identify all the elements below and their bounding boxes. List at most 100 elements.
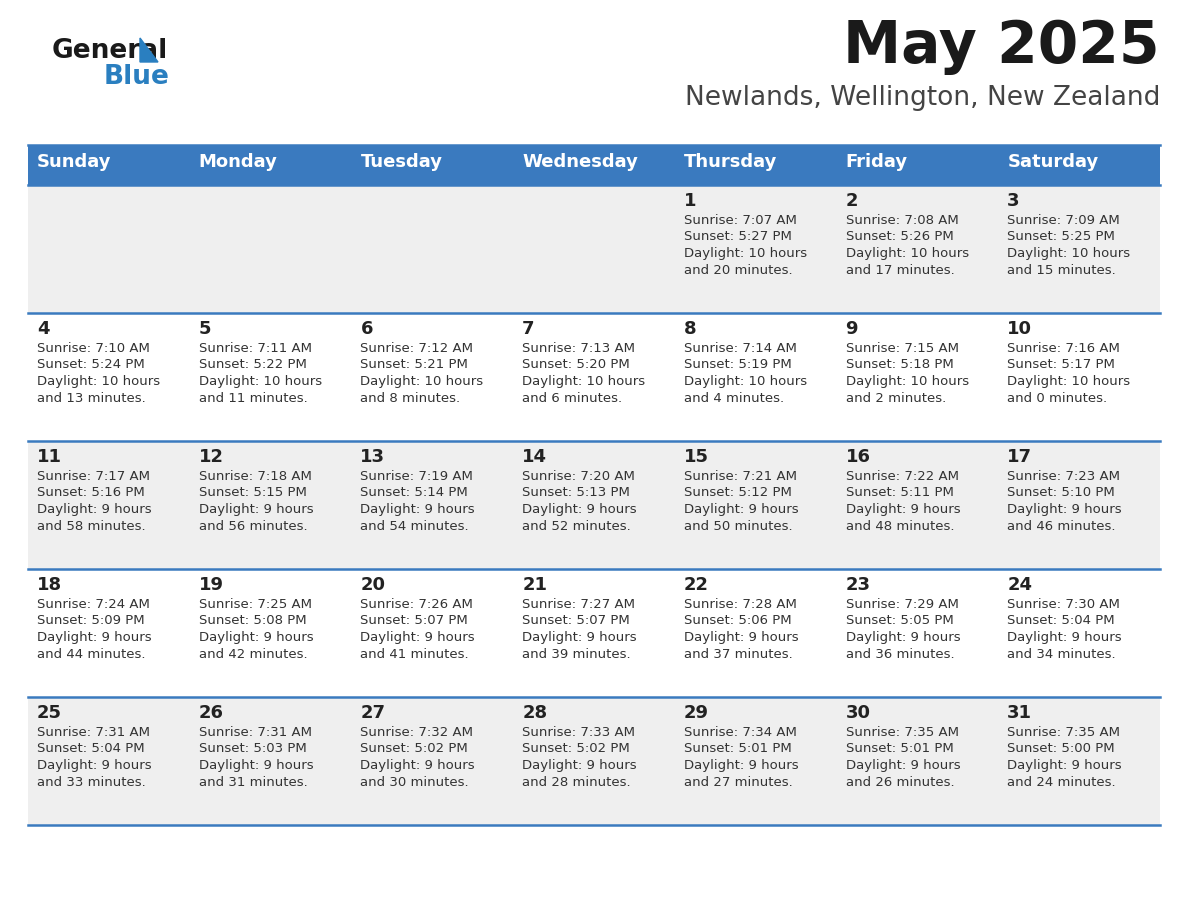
Bar <box>29 697 1159 825</box>
Text: Wednesday: Wednesday <box>523 153 638 171</box>
Text: Daylight: 9 hours: Daylight: 9 hours <box>37 759 152 772</box>
Text: Daylight: 9 hours: Daylight: 9 hours <box>360 759 475 772</box>
Text: Sunset: 5:04 PM: Sunset: 5:04 PM <box>1007 614 1114 628</box>
Text: 19: 19 <box>198 576 223 594</box>
Text: Sunrise: 7:20 AM: Sunrise: 7:20 AM <box>523 470 636 483</box>
Text: Daylight: 10 hours: Daylight: 10 hours <box>1007 247 1131 260</box>
Text: 27: 27 <box>360 704 385 722</box>
Text: Sunset: 5:10 PM: Sunset: 5:10 PM <box>1007 487 1116 499</box>
Text: Sunrise: 7:12 AM: Sunrise: 7:12 AM <box>360 342 474 355</box>
Text: 25: 25 <box>37 704 62 722</box>
Text: 23: 23 <box>846 576 871 594</box>
Text: Sunrise: 7:33 AM: Sunrise: 7:33 AM <box>523 726 636 739</box>
Text: Daylight: 9 hours: Daylight: 9 hours <box>1007 759 1121 772</box>
Text: Sunset: 5:06 PM: Sunset: 5:06 PM <box>684 614 791 628</box>
Text: Sunset: 5:12 PM: Sunset: 5:12 PM <box>684 487 791 499</box>
Text: and 58 minutes.: and 58 minutes. <box>37 520 146 532</box>
Text: 4: 4 <box>37 320 50 338</box>
Text: Newlands, Wellington, New Zealand: Newlands, Wellington, New Zealand <box>684 85 1159 111</box>
Text: Sunset: 5:02 PM: Sunset: 5:02 PM <box>360 743 468 756</box>
Text: Sunrise: 7:27 AM: Sunrise: 7:27 AM <box>523 598 636 611</box>
Text: Sunrise: 7:28 AM: Sunrise: 7:28 AM <box>684 598 797 611</box>
Text: Monday: Monday <box>198 153 278 171</box>
Text: Sunrise: 7:22 AM: Sunrise: 7:22 AM <box>846 470 959 483</box>
Text: Sunday: Sunday <box>37 153 112 171</box>
Text: Sunset: 5:13 PM: Sunset: 5:13 PM <box>523 487 630 499</box>
Text: Sunset: 5:07 PM: Sunset: 5:07 PM <box>523 614 630 628</box>
Text: 7: 7 <box>523 320 535 338</box>
Text: Saturday: Saturday <box>1007 153 1099 171</box>
Text: and 2 minutes.: and 2 minutes. <box>846 391 946 405</box>
Text: Thursday: Thursday <box>684 153 777 171</box>
Text: Sunrise: 7:34 AM: Sunrise: 7:34 AM <box>684 726 797 739</box>
Text: and 28 minutes.: and 28 minutes. <box>523 776 631 789</box>
Text: Sunrise: 7:08 AM: Sunrise: 7:08 AM <box>846 214 959 227</box>
Text: Sunset: 5:17 PM: Sunset: 5:17 PM <box>1007 359 1116 372</box>
Text: Daylight: 9 hours: Daylight: 9 hours <box>846 631 960 644</box>
Text: Sunset: 5:09 PM: Sunset: 5:09 PM <box>37 614 145 628</box>
Text: Sunrise: 7:24 AM: Sunrise: 7:24 AM <box>37 598 150 611</box>
Text: Friday: Friday <box>846 153 908 171</box>
Text: 15: 15 <box>684 448 709 466</box>
Text: 16: 16 <box>846 448 871 466</box>
Text: and 15 minutes.: and 15 minutes. <box>1007 263 1116 276</box>
Text: 11: 11 <box>37 448 62 466</box>
Text: General: General <box>52 38 169 64</box>
Text: 8: 8 <box>684 320 696 338</box>
Text: Sunrise: 7:35 AM: Sunrise: 7:35 AM <box>1007 726 1120 739</box>
Text: 17: 17 <box>1007 448 1032 466</box>
Text: and 50 minutes.: and 50 minutes. <box>684 520 792 532</box>
Text: and 46 minutes.: and 46 minutes. <box>1007 520 1116 532</box>
Text: Tuesday: Tuesday <box>360 153 442 171</box>
Text: Daylight: 9 hours: Daylight: 9 hours <box>198 631 314 644</box>
Text: 20: 20 <box>360 576 385 594</box>
Text: and 30 minutes.: and 30 minutes. <box>360 776 469 789</box>
Text: Daylight: 9 hours: Daylight: 9 hours <box>198 759 314 772</box>
Text: Sunrise: 7:13 AM: Sunrise: 7:13 AM <box>523 342 636 355</box>
Text: Sunset: 5:04 PM: Sunset: 5:04 PM <box>37 743 145 756</box>
Text: Daylight: 10 hours: Daylight: 10 hours <box>846 247 968 260</box>
Text: Blue: Blue <box>105 64 170 90</box>
Text: Sunrise: 7:11 AM: Sunrise: 7:11 AM <box>198 342 311 355</box>
Bar <box>29 569 1159 697</box>
Text: and 8 minutes.: and 8 minutes. <box>360 391 461 405</box>
Text: Daylight: 9 hours: Daylight: 9 hours <box>1007 503 1121 516</box>
Text: Sunrise: 7:09 AM: Sunrise: 7:09 AM <box>1007 214 1120 227</box>
Text: and 17 minutes.: and 17 minutes. <box>846 263 954 276</box>
Text: Daylight: 9 hours: Daylight: 9 hours <box>684 503 798 516</box>
Text: 22: 22 <box>684 576 709 594</box>
Text: and 41 minutes.: and 41 minutes. <box>360 647 469 660</box>
Text: Daylight: 9 hours: Daylight: 9 hours <box>37 631 152 644</box>
Text: Sunset: 5:11 PM: Sunset: 5:11 PM <box>846 487 954 499</box>
Text: Daylight: 10 hours: Daylight: 10 hours <box>684 247 807 260</box>
Bar <box>29 145 1159 185</box>
Text: Sunrise: 7:19 AM: Sunrise: 7:19 AM <box>360 470 473 483</box>
Text: Sunrise: 7:29 AM: Sunrise: 7:29 AM <box>846 598 959 611</box>
Text: and 36 minutes.: and 36 minutes. <box>846 647 954 660</box>
Text: 14: 14 <box>523 448 548 466</box>
Text: and 52 minutes.: and 52 minutes. <box>523 520 631 532</box>
Polygon shape <box>140 38 158 62</box>
Text: and 26 minutes.: and 26 minutes. <box>846 776 954 789</box>
Text: 30: 30 <box>846 704 871 722</box>
Text: Sunrise: 7:30 AM: Sunrise: 7:30 AM <box>1007 598 1120 611</box>
Text: Daylight: 9 hours: Daylight: 9 hours <box>523 759 637 772</box>
Text: and 13 minutes.: and 13 minutes. <box>37 391 146 405</box>
Text: Sunset: 5:16 PM: Sunset: 5:16 PM <box>37 487 145 499</box>
Text: Daylight: 9 hours: Daylight: 9 hours <box>37 503 152 516</box>
Text: Sunset: 5:15 PM: Sunset: 5:15 PM <box>198 487 307 499</box>
Text: and 31 minutes.: and 31 minutes. <box>198 776 308 789</box>
Text: Sunset: 5:26 PM: Sunset: 5:26 PM <box>846 230 953 243</box>
Text: and 39 minutes.: and 39 minutes. <box>523 647 631 660</box>
Text: and 27 minutes.: and 27 minutes. <box>684 776 792 789</box>
Text: Sunset: 5:01 PM: Sunset: 5:01 PM <box>684 743 791 756</box>
Text: and 44 minutes.: and 44 minutes. <box>37 647 145 660</box>
Text: and 4 minutes.: and 4 minutes. <box>684 391 784 405</box>
Text: and 48 minutes.: and 48 minutes. <box>846 520 954 532</box>
Text: Sunrise: 7:14 AM: Sunrise: 7:14 AM <box>684 342 797 355</box>
Text: and 24 minutes.: and 24 minutes. <box>1007 776 1116 789</box>
Text: and 11 minutes.: and 11 minutes. <box>198 391 308 405</box>
Text: Sunrise: 7:31 AM: Sunrise: 7:31 AM <box>37 726 150 739</box>
Text: Sunset: 5:22 PM: Sunset: 5:22 PM <box>198 359 307 372</box>
Text: 18: 18 <box>37 576 62 594</box>
